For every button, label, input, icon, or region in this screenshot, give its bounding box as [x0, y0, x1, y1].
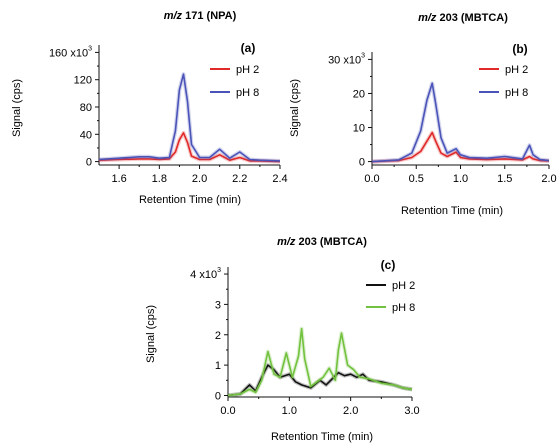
legend-label: pH 2	[392, 280, 415, 292]
legend-label: pH 2	[505, 64, 528, 76]
y-tick-label: 0	[215, 390, 221, 402]
y-axis-label: Signal (cps)	[289, 79, 301, 137]
chart-title-rest: 171 (NPA)	[182, 10, 237, 22]
panel-label-b: (b)	[512, 42, 527, 56]
series-halo-c-1	[227, 326, 413, 398]
y-tick-label: 0	[359, 157, 365, 169]
x-tick-label: 2.2	[232, 173, 247, 185]
y-tick-label: 20	[353, 88, 365, 100]
y-axis-label: Signal (cps)	[145, 305, 157, 363]
x-tick-label: 2.0	[192, 173, 207, 185]
y-tick-label: 2	[215, 330, 221, 342]
chart-title-rest: 203 (MBTCA)	[295, 236, 367, 248]
series-line-a-0	[98, 132, 281, 163]
legend-label: pH 8	[392, 302, 415, 314]
y-exponent: 3	[88, 45, 92, 52]
y-tick-label: 80	[80, 102, 92, 114]
x-axis-label: Retention Time (min)	[139, 194, 241, 206]
y-tick-label: 3	[215, 299, 221, 311]
x-tick-label: 1.5	[497, 173, 512, 185]
chart-panel-a: m/z 171 (NPA) (a) 1.6 1.8 2.0 2.2 2.4 0 40 80 120 1…	[11, 10, 288, 206]
chart-title-c: m/z 203 (MBTCA)	[277, 236, 367, 248]
y-axis-label: Signal (cps)	[11, 79, 23, 137]
y-exponent: 3	[217, 267, 221, 274]
legend-label: pH 8	[505, 87, 528, 99]
chart-title-mz: m/z	[164, 10, 183, 22]
panel-label-a: (a)	[241, 41, 256, 55]
x-tick-label: 0.0	[364, 173, 379, 185]
legend-label: pH 8	[236, 87, 259, 99]
x-tick-label: 0.5	[409, 173, 424, 185]
y-tick-label: 1	[215, 360, 221, 372]
y-tick-label: 10	[353, 123, 365, 135]
chart-title-a: m/z 171 (NPA)	[164, 10, 237, 22]
x-tick-label: 0.0	[220, 405, 235, 417]
y-tick-label: 4 x103	[190, 267, 221, 281]
series-line-c-1	[227, 327, 413, 397]
x-tick-label: 3.0	[404, 405, 419, 417]
chart-title-b: m/z 203 (MBTCA)	[418, 12, 508, 24]
x-tick-label: 1.6	[111, 173, 126, 185]
series-line-b-0	[371, 131, 550, 163]
y-tick-label: 120	[74, 75, 92, 87]
chart-panel-b: m/z 203 (MBTCA) (b) 0.0 0.5 1.0 1.5 2.0 0 10 20 30…	[289, 12, 557, 217]
x-axis-label: Retention Time (min)	[271, 431, 373, 443]
y-tick-label: 30 x103	[328, 52, 365, 66]
y-tick-label: 40	[80, 129, 92, 141]
series-line-b-1	[371, 82, 550, 163]
x-tick-label: 1.8	[152, 173, 167, 185]
chart-title-mz: m/z	[277, 236, 296, 248]
x-tick-label: 2.0	[541, 173, 556, 185]
y-exponent: 3	[361, 52, 365, 59]
chart-title-mz: m/z	[418, 12, 437, 24]
x-tick-label: 2.0	[343, 405, 358, 417]
chart-title-rest: 203 (MBTCA)	[436, 12, 508, 24]
legend-label: pH 2	[236, 64, 259, 76]
y-tick-label: 0	[86, 157, 92, 169]
x-tick-label: 1.0	[453, 173, 468, 185]
x-axis-label: Retention Time (min)	[401, 205, 503, 217]
x-tick-label: 1.0	[282, 405, 297, 417]
x-tick-label: 2.4	[272, 173, 287, 185]
y-tick-label: 160 x103	[49, 45, 92, 59]
series-line-a-1	[98, 73, 281, 162]
panel-label-c: (c)	[381, 258, 396, 272]
